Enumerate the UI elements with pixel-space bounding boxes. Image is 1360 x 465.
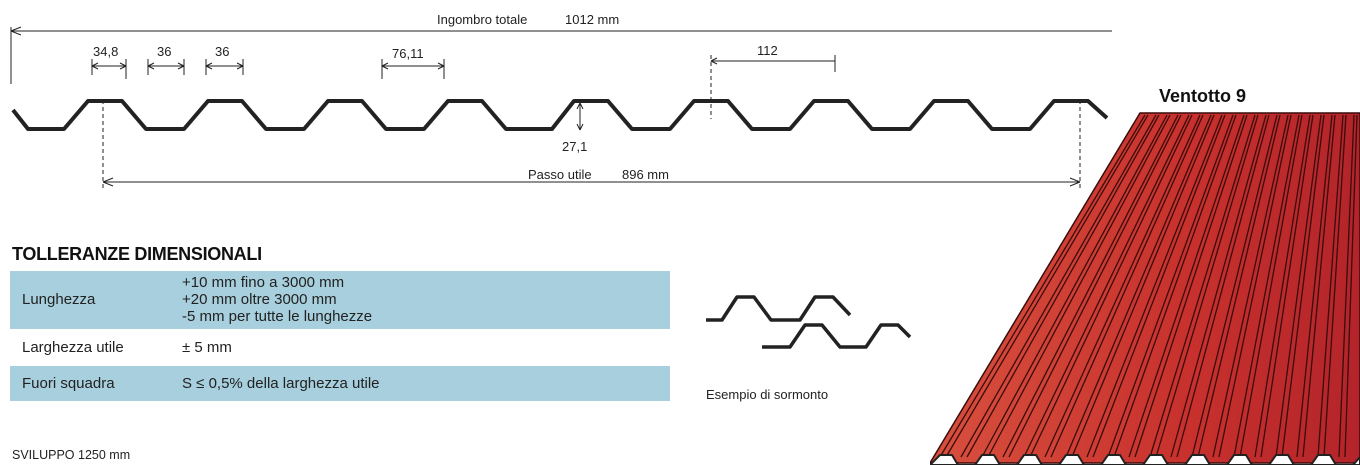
profile-diagram: Ingombro totale 1012 mm 34,8 36 36 76,11… bbox=[10, 12, 1112, 190]
tolerance-value: S ≤ 0,5% della larghezza utile bbox=[170, 364, 670, 401]
tolerance-label: Lunghezza bbox=[10, 271, 170, 329]
table-row: Larghezza utile ± 5 mm bbox=[10, 328, 670, 365]
tolerance-value: ± 5 mm bbox=[170, 328, 670, 365]
corrugated-sheet-illustration bbox=[930, 112, 1360, 465]
table-row: Lunghezza +10 mm fino a 3000 mm +20 mm o… bbox=[10, 271, 670, 329]
dim-valley-bottom: 36 bbox=[157, 44, 171, 59]
dim-crest-top: 34,8 bbox=[93, 44, 118, 59]
tolerance-value: +10 mm fino a 3000 mm +20 mm oltre 3000 … bbox=[170, 271, 670, 329]
tolerances-table: Lunghezza +10 mm fino a 3000 mm +20 mm o… bbox=[10, 271, 670, 401]
dim-flank: 36 bbox=[215, 44, 229, 59]
dim-pitch: 112 bbox=[757, 43, 778, 58]
dim-height: 27,1 bbox=[562, 139, 587, 154]
development-length: SVILUPPO 1250 mm bbox=[12, 448, 131, 462]
dim-crest-spacing: 76,11 bbox=[392, 46, 424, 61]
useful-pitch-label: Passo utile bbox=[528, 167, 592, 182]
overlap-example-diagram bbox=[706, 295, 912, 349]
table-row: Fuori squadra S ≤ 0,5% della larghezza u… bbox=[10, 364, 670, 401]
tolerance-label: Larghezza utile bbox=[10, 328, 170, 365]
sheet-profile bbox=[11, 99, 1109, 131]
tolerances-title: TOLLERANZE DIMENSIONALI bbox=[12, 244, 262, 264]
overall-width-value: 1012 mm bbox=[565, 12, 619, 27]
product-name: Ventotto 9 bbox=[1159, 86, 1247, 106]
overall-width-label: Ingombro totale bbox=[437, 12, 527, 27]
tolerance-label: Fuori squadra bbox=[10, 364, 170, 401]
overlap-caption: Esempio di sormonto bbox=[706, 387, 829, 402]
useful-pitch-value: 896 mm bbox=[622, 167, 669, 182]
